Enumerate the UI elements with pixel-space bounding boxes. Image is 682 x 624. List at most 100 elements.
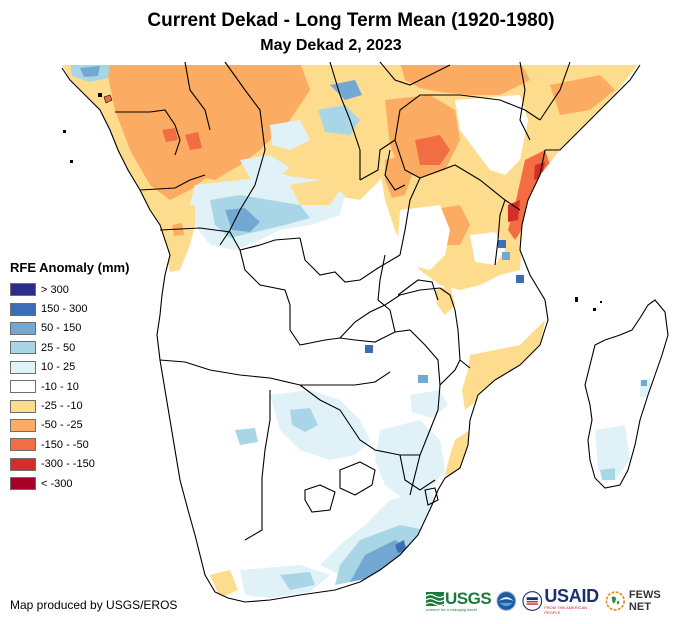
usaid-tagline: FROM THE AMERICAN PEOPLE (544, 604, 588, 615)
border (394, 94, 541, 141)
anomaly-patch (641, 380, 647, 386)
anomaly-patch (435, 285, 455, 315)
islands (63, 93, 602, 311)
legend-swatch (10, 399, 36, 413)
usgs-logo: USGS science for a changing world (426, 589, 492, 612)
legend-label: -25 - -10 (41, 400, 83, 413)
border (384, 149, 406, 191)
anomaly-patch (210, 570, 238, 598)
border (399, 454, 436, 491)
legend-label: 50 - 150 (41, 322, 82, 335)
legend-item: < -300 (10, 474, 129, 493)
anomaly-patch (335, 148, 365, 190)
border (299, 237, 401, 283)
anomaly-patch (225, 208, 260, 232)
island-red (103, 94, 113, 104)
usgs-tagline: science for a changing world (426, 607, 477, 612)
border (329, 61, 361, 180)
anomaly-patch (600, 468, 615, 480)
legend-swatch (10, 477, 36, 491)
country-boundaries (61, 61, 669, 603)
border (359, 139, 421, 181)
border (377, 254, 396, 333)
anomaly-patch (508, 200, 520, 222)
anomaly-patch (498, 240, 506, 248)
legend-item: -10 - 10 (10, 377, 129, 396)
usaid-seal-icon (522, 591, 542, 611)
anomaly-patch (395, 540, 406, 553)
legend-swatch (10, 302, 36, 316)
border (439, 359, 461, 386)
border (239, 249, 396, 346)
border (304, 484, 336, 513)
anomaly-patch (185, 132, 202, 150)
anomaly-patch (235, 428, 258, 445)
anomaly-patch (318, 105, 360, 135)
border (159, 359, 391, 386)
legend-item: 50 - 150 (10, 319, 129, 338)
border (219, 61, 266, 246)
anomaly-patch (165, 110, 250, 180)
noaa-logo-icon (496, 591, 517, 611)
anomaly-patch (162, 128, 178, 142)
legend-item: 10 - 25 (10, 358, 129, 377)
legend-swatch (10, 457, 36, 471)
anomaly-patch (415, 135, 450, 165)
fews-globe-icon (605, 591, 626, 611)
legend-label: -10 - 10 (41, 380, 79, 393)
anomaly-patch (240, 155, 290, 180)
anomaly-patch (80, 66, 100, 77)
border (184, 61, 211, 131)
legend-item: > 300 (10, 280, 129, 299)
anomaly-patch (516, 275, 524, 283)
map-title: Current Dekad - Long Term Mean (1920-198… (147, 10, 555, 31)
anomaly-patch (330, 80, 362, 100)
legend-label: -150 - -50 (41, 438, 89, 451)
usgs-waves-icon (426, 591, 444, 606)
anomaly-patch (290, 180, 340, 205)
legend-title: RFE Anomaly (mm) (10, 260, 130, 275)
border (424, 487, 439, 506)
anomaly-patch (400, 65, 530, 95)
anomaly-patch (455, 95, 528, 175)
border (419, 164, 521, 211)
legend-label: 150 - 300 (41, 303, 88, 316)
anomaly-patch (398, 205, 450, 270)
anomaly-patch (270, 120, 310, 150)
border (244, 390, 271, 541)
legend-item: -150 - -50 (10, 435, 129, 454)
border (139, 174, 206, 191)
border (379, 61, 451, 86)
anomaly-patch (365, 345, 373, 353)
madagascar-anomaly (585, 300, 668, 488)
legend: RFE Anomaly (mm) > 300 150 - 300 50 - 15… (10, 260, 129, 493)
anomaly-patch (375, 420, 445, 500)
agency-logos: USGS science for a changing world USAID … (426, 586, 682, 616)
border (539, 61, 571, 121)
anomaly-patch (462, 320, 545, 410)
map-credit: Map produced by USGS/EROS (10, 598, 178, 612)
anomaly-patch (350, 540, 410, 582)
anomaly-patch (270, 390, 370, 460)
legend-swatch (10, 341, 36, 355)
legend-item: 150 - 300 (10, 299, 129, 318)
legend-label: < -300 (41, 477, 73, 490)
legend-swatch (10, 360, 36, 374)
legend-swatch (10, 380, 36, 394)
anomaly-patch (595, 425, 630, 480)
coastline (545, 64, 641, 151)
legend-label: -300 - -150 (41, 458, 95, 471)
anomaly-patch (550, 75, 615, 115)
legend-label: -50 - -25 (41, 419, 83, 432)
legend-swatch (10, 283, 36, 297)
legend-item: -300 - -150 (10, 455, 129, 474)
usgs-wordmark: USGS (445, 589, 492, 608)
anomaly-patch (385, 155, 412, 198)
border (494, 199, 506, 266)
anomaly-patch (418, 375, 428, 383)
anomaly-patch (290, 408, 318, 432)
usaid-wordmark: USAID (544, 585, 599, 606)
legend-swatch (10, 438, 36, 452)
border (394, 329, 441, 496)
